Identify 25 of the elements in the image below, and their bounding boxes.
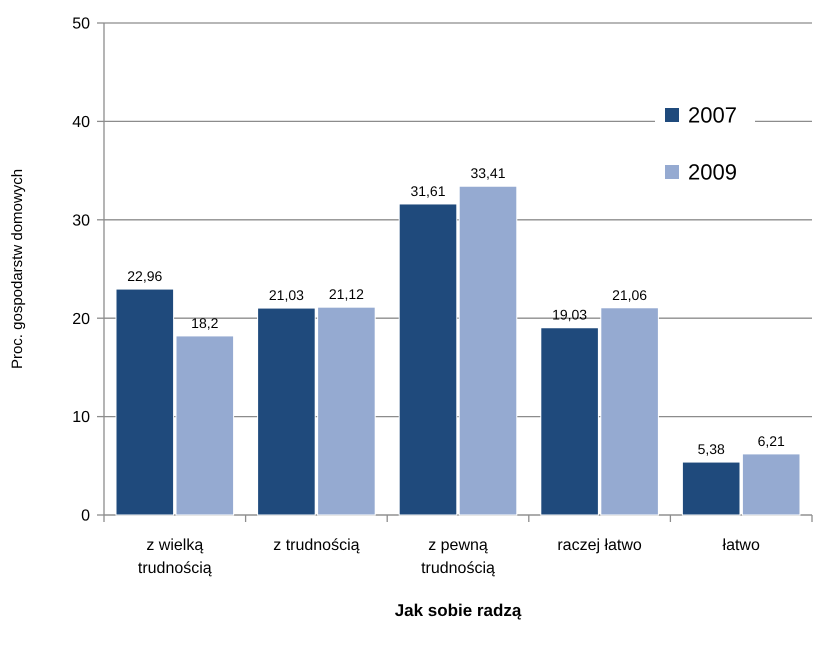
data-label: 18,2 [191,314,219,331]
y-tick-label: 0 [81,508,90,525]
x-tick-label: łatwo [722,537,760,554]
x-tick-label: z pewną trudnością [421,537,496,577]
data-label: 21,06 [612,286,648,303]
y-tick-label: 40 [72,114,90,131]
y-tick-label: 10 [72,409,90,426]
y-axis-title: Proc. gospodarstw domowych [9,168,26,370]
x-axis-title: Jak sobie radzą [394,601,522,620]
y-tick-label: 30 [72,212,90,230]
data-label: 21,03 [268,287,304,304]
legend-label: 2009 [688,160,737,185]
data-label: 5,38 [698,441,726,458]
data-label: 33,41 [470,165,506,182]
data-label: 31,61 [410,182,446,199]
y-tick-label: 50 [72,16,90,33]
data-label: 6,21 [758,432,786,449]
legend-label: 2007 [688,102,737,128]
data-label: 22,96 [127,268,163,284]
x-tick-label: z wielką trudnością [138,537,212,577]
x-tick-label: raczej łatwo [557,537,642,554]
x-tick-label: z trudnością [273,537,360,554]
data-label: 19,03 [552,306,588,323]
data-label: 21,12 [328,286,364,302]
y-tick-label: 20 [72,310,90,328]
